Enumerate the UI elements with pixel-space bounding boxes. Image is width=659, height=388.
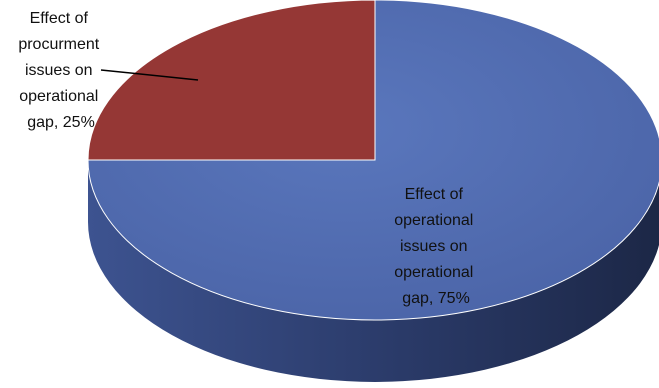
label-line: procurment	[18, 36, 99, 53]
label-line: issues on	[25, 62, 93, 79]
data-label-procurement: Effect of procurment issues on operation…	[18, 10, 103, 131]
label-line: gap, 75%	[402, 290, 470, 307]
label-line: issues on	[400, 238, 468, 255]
label-line: gap, 25%	[27, 114, 95, 131]
data-label-operational: Effect of operational issues on operatio…	[394, 186, 478, 307]
label-line: operational	[394, 212, 473, 229]
leader-line	[100, 69, 199, 81]
label-line: Effect of	[405, 186, 464, 203]
label-line: operational	[394, 264, 473, 281]
pie-slice-procurement-issues	[87, 0, 376, 161]
label-line: operational	[19, 88, 98, 105]
label-line: Effect of	[30, 10, 89, 27]
pie-side-wall	[88, 160, 659, 382]
